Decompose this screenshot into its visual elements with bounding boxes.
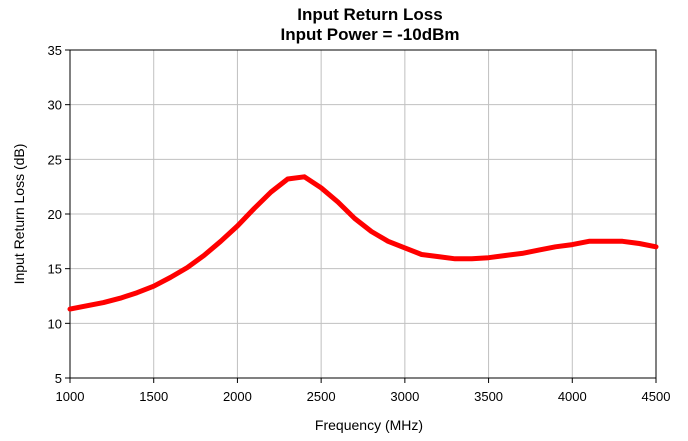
x-tick-label: 3500: [474, 389, 503, 404]
chart-subtitle: Input Power = -10dBm: [281, 25, 460, 44]
chart-title: Input Return Loss: [297, 5, 442, 24]
x-tick-label: 2000: [223, 389, 252, 404]
x-tick-label: 1500: [139, 389, 168, 404]
axis-ticks: 1000 1500 2000 2500 3000 3500 4000 4500 5 10 15 20 2…: [48, 43, 671, 404]
x-tick-label: 4000: [558, 389, 587, 404]
x-tick-label: 1000: [56, 389, 85, 404]
y-axis-label: Input Return Loss (dB): [11, 144, 27, 285]
x-tick-label: 4500: [642, 389, 671, 404]
y-tick-label: 10: [48, 316, 62, 331]
y-tick-label: 35: [48, 43, 62, 58]
y-tick-label: 30: [48, 98, 62, 113]
x-tick-label: 3000: [390, 389, 419, 404]
y-tick-label: 5: [55, 371, 62, 386]
series-layer: [67, 174, 659, 312]
x-axis-label: Frequency (MHz): [315, 417, 423, 433]
series-line-0: [67, 174, 659, 312]
x-tick-label: 2500: [307, 389, 336, 404]
y-tick-label: 20: [48, 207, 62, 222]
gridlines: [69, 49, 657, 379]
y-tick-label: 15: [48, 262, 62, 277]
y-tick-label: 25: [48, 152, 62, 167]
